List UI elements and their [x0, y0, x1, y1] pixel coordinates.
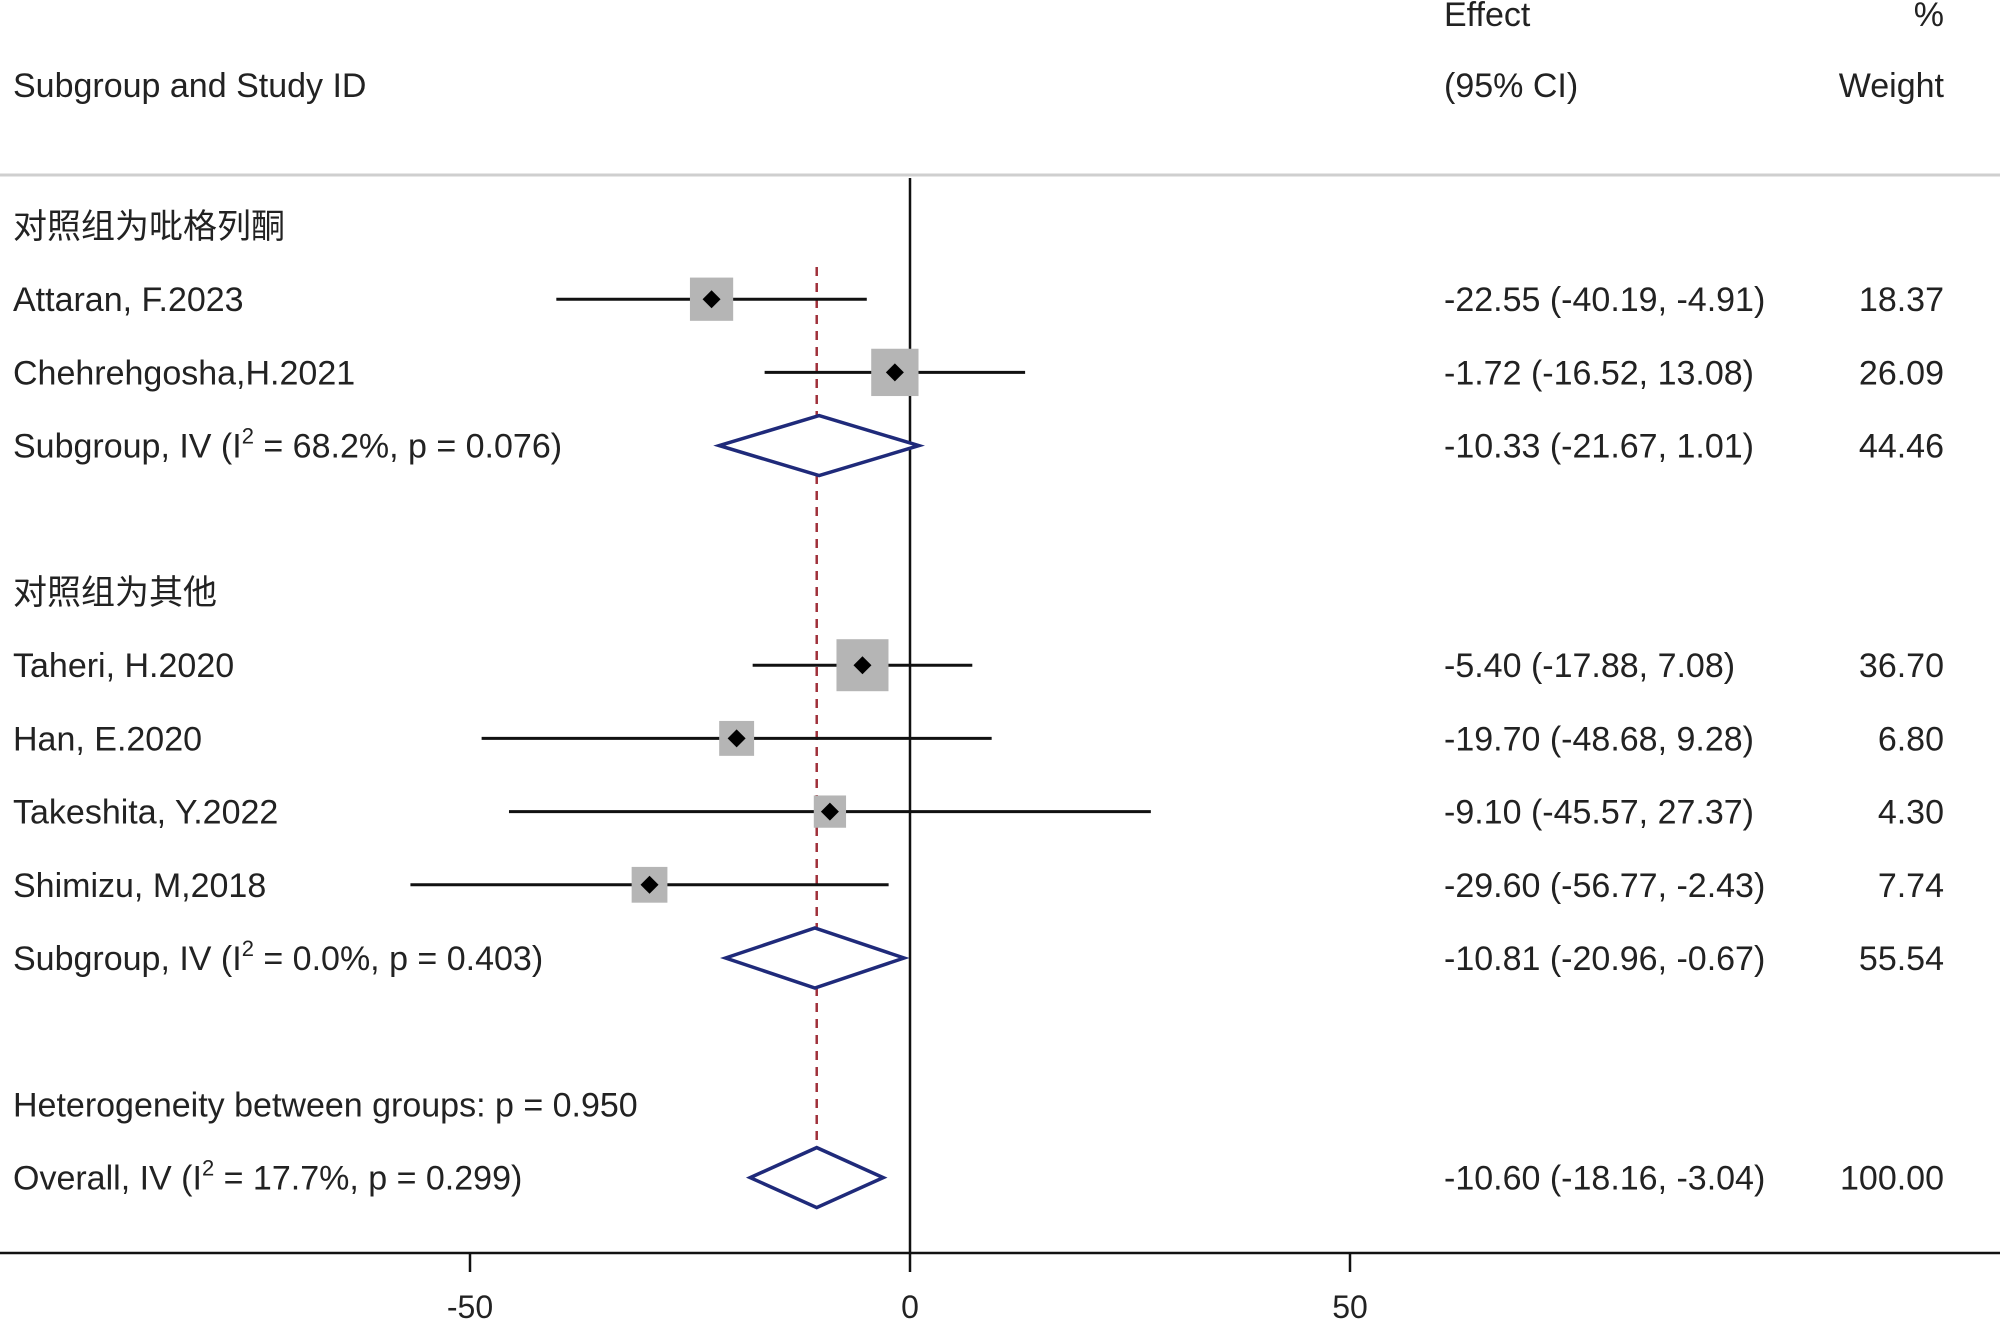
header-study-column: Subgroup and Study ID	[13, 67, 366, 105]
weight-value: 6.80	[1878, 720, 1944, 758]
weight-value: 7.74	[1878, 867, 1944, 905]
study-point-estimate	[702, 290, 721, 309]
weight-value: 44.46	[1859, 428, 1944, 466]
effect-ci-value: -10.81 (-20.96, -0.67)	[1444, 940, 1765, 978]
effect-ci-value: -19.70 (-48.68, 9.28)	[1444, 720, 1754, 758]
heterogeneity-note: Heterogeneity between groups: p = 0.950	[13, 1086, 638, 1124]
subgroup-heading: 对照组为其他	[13, 574, 217, 612]
weight-value: 100.00	[1840, 1160, 1944, 1198]
study-label: Chehrehgosha,H.2021	[13, 354, 355, 392]
weight-value: 55.54	[1859, 940, 1944, 978]
study-label: Han, E.2020	[13, 720, 202, 758]
study-label: Taheri, H.2020	[13, 647, 234, 685]
overall-diamond	[745, 1145, 888, 1210]
effect-ci-value: -10.60 (-18.16, -3.04)	[1444, 1160, 1765, 1198]
x-tick-label: 0	[901, 1289, 919, 1321]
header-weight-percent: %	[1914, 0, 1944, 34]
forest-rows: 对照组为吡格列酮 Attaran, F.2023 -22.55 (-40.19, -…	[13, 208, 1944, 1210]
effect-ci-value: -10.33 (-21.67, 1.01)	[1444, 428, 1754, 466]
header-weight-label: Weight	[1839, 67, 1945, 105]
subgroup-diamond	[720, 926, 910, 990]
study-label: Attaran, F.2023	[13, 281, 244, 319]
header-effect-label: Effect	[1444, 0, 1531, 34]
subgroup-summary-label: Subgroup, IV (I2 = 68.2%, p = 0.076)	[13, 424, 562, 466]
effect-ci-value: -5.40 (-17.88, 7.08)	[1444, 647, 1735, 685]
study-label: Takeshita, Y.2022	[13, 794, 278, 832]
subgroup-heading: 对照组为吡格列酮	[13, 208, 285, 246]
weight-value: 26.09	[1859, 354, 1944, 392]
effect-ci-value: -9.10 (-45.57, 27.37)	[1444, 794, 1754, 832]
study-label: Shimizu, M,2018	[13, 867, 266, 905]
study-point-estimate	[853, 656, 872, 675]
x-axis-ticks: -50 0 50	[447, 1253, 1368, 1321]
weight-value: 4.30	[1878, 794, 1944, 832]
effect-ci-value: -29.60 (-56.77, -2.43)	[1444, 867, 1765, 905]
subgroup-summary-label: Subgroup, IV (I2 = 0.0%, p = 0.403)	[13, 936, 543, 978]
study-point-estimate	[727, 729, 746, 748]
x-tick-label: 50	[1332, 1289, 1368, 1321]
weight-value: 36.70	[1859, 647, 1944, 685]
effect-ci-value: -1.72 (-16.52, 13.08)	[1444, 354, 1754, 392]
header-effect-ci-label: (95% CI)	[1444, 67, 1578, 105]
study-point-estimate	[640, 875, 659, 894]
subgroup-diamond	[713, 413, 925, 478]
overall-label: Overall, IV (I2 = 17.7%, p = 0.299)	[13, 1156, 522, 1198]
weight-value: 18.37	[1859, 281, 1944, 319]
study-point-estimate	[885, 363, 904, 382]
x-tick-label: -50	[447, 1289, 493, 1321]
effect-ci-value: -22.55 (-40.19, -4.91)	[1444, 281, 1765, 319]
study-point-estimate	[820, 802, 839, 821]
